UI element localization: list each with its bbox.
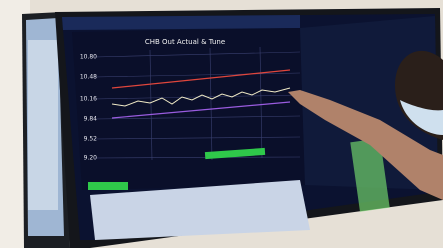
y-axis-label: 9.52 — [84, 136, 98, 143]
left-monitor-panel — [28, 40, 58, 210]
screen-header — [62, 15, 300, 30]
status-bar — [88, 182, 128, 190]
scene: CHB Out Actual & Tune 10.80 10.48 10.16 … — [0, 0, 443, 248]
y-axis-label: 9.20 — [84, 155, 98, 162]
y-axis-label: 10.80 — [80, 54, 97, 61]
chart-panel — [72, 28, 305, 190]
y-axis-label: 9.84 — [84, 116, 98, 123]
chart-title: CHB Out Actual & Tune — [145, 38, 225, 46]
y-axis-label: 10.16 — [80, 96, 97, 103]
y-axis-label: 10.48 — [80, 74, 97, 81]
